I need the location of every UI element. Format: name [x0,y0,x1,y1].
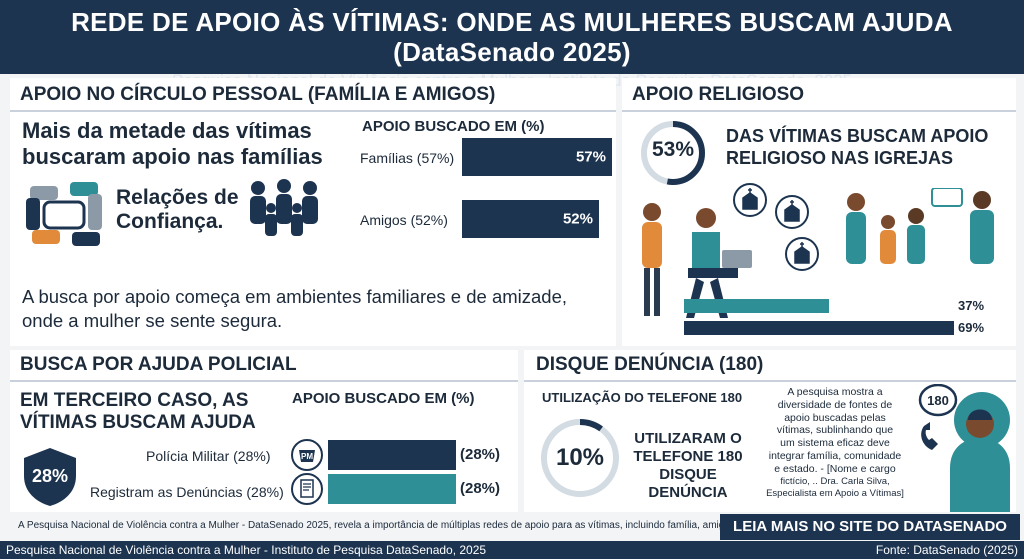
military-police-bar [328,440,456,470]
personal-chart-title: APOIO BUSCADO EM (%) [362,118,545,135]
phone-call-illustration [918,384,1010,512]
religious-panel: APOIO RELIGIOSO 53% DAS VÍTIMAS BUSCAM A… [622,78,1016,346]
hotline-body-line: e estado. - [Nome e cargo [774,462,896,475]
church-icon [785,237,819,271]
personal-circle-title: APOIO NO CÍRCULO PESSOAL (FAMÍLIA E AMIG… [20,84,496,105]
hotline-headline-line-4: DENÚNCIA [648,484,728,501]
personal-body-line-1: A busca por apoio começa em ambientes fa… [22,286,568,307]
police-headline-line-1: EM TERCEIRO CASO, AS [20,390,249,411]
family-bar: 57% [462,138,612,176]
religious-bar-2-value: 69% [958,320,985,335]
hotline-body-line: A pesquisa mostra a [787,386,883,398]
divider [622,110,1016,112]
hotline-headline-line-3: DISQUE [659,466,717,483]
hotline-body-line: diversidade de fontes de [777,398,893,411]
personal-circle-panel: APOIO NO CÍRCULO PESSOAL (FAMÍLIA E AMIG… [10,78,616,346]
phone-number-label: 180 [927,393,949,408]
clasped-hands-icon [26,182,102,246]
hotline-headline-line-2: TELEFONE 180 [633,448,743,465]
footer-note: A Pesquisa Nacional de Violência contra … [18,520,822,531]
friends-bar-label: Amigos (52%) [360,212,448,228]
pm-icon-text: PM [301,452,313,461]
trust-label-line-2: Confiança. [116,210,224,233]
hotline-headline-line-1: UTILIZARAM O [634,430,742,447]
hotline-body-line: um sistema eficaz deve [780,437,890,450]
religious-bar-1 [684,299,829,313]
divider [524,380,1016,382]
women-illustration [642,203,752,318]
family-bar-label: Famílias (57%) [360,150,455,166]
trust-label-line-1: Relações de [116,186,239,209]
hotline-body-line: Especialista em Apoio a Vítimas] [766,488,904,500]
hotline-ring [541,419,619,497]
police-cap-icon: PM [291,439,323,471]
police-panel: BUSCA POR AJUDA POLICIAL EM TERCEIRO CAS… [10,350,518,512]
personal-body-line-2: onde a mulher se sente segura. [22,310,283,331]
hotline-panel: DISQUE DENÚNCIA (180) UTILIZAÇÃO DO TELE… [524,350,1016,512]
military-police-value: (28%) [460,446,501,463]
personal-headline-line-1: Mais da metade das vítimas [22,118,312,143]
military-police-label: Polícia Militar (28%) [146,448,271,464]
religious-bar-1-value: 37% [958,298,985,313]
read-more-link[interactable]: LEIA MAIS NO SITE DO DATASENADO [720,514,1020,540]
religious-headline-line-2: RELIGIOSO NAS IGREJAS [726,148,954,168]
hotline-title: DISQUE DENÚNCIA (180) [536,354,764,375]
church-icon [733,183,767,217]
hotline-body: A pesquisa mostra a diversidade de fonte… [760,386,910,501]
hotline-body-line: apoio buscadas pelas [784,411,886,424]
divider [10,110,616,112]
religious-bar-2 [684,321,954,335]
complaints-label: Registram as Denúncias (28%) [90,484,284,500]
police-badge-icon [24,448,76,506]
police-title: BUSCA POR AJUDA POLICIAL [20,354,297,375]
personal-headline-line-2: buscaram apoio nas famílias [22,144,323,169]
family-illustration [846,188,994,264]
bottom-bar: Pesquisa Nacional de Violência contra a … [0,541,1024,559]
document-icon [291,473,323,505]
complaints-value: (28%) [460,480,501,497]
hotline-body-line: integrar família, comunidade [768,449,902,462]
friends-bar-value: 52% [562,210,593,228]
hotline-body-line: fictício, .. Dra. Carla Silva, [780,475,890,487]
church-icon [775,195,809,229]
religious-headline-line-1: DAS VÍTIMAS BUSCAM APOIO [726,126,989,146]
header: REDE DE APOIO ÀS VÍTIMAS: ONDE AS MULHER… [0,0,1024,90]
religious-ring-value: 53% [651,138,695,161]
police-headline-line-2: VÍTIMAS BUSCAM AJUDA [20,412,256,433]
bottom-source-left: Pesquisa Nacional de Violência contra a … [6,543,487,557]
hotline-usage-title: UTILIZAÇÃO DO TELEFONE 180 [542,390,743,405]
complaints-bar [328,474,456,504]
family-bar-value: 57% [575,148,606,166]
police-chart-title: APOIO BUSCADO EM (%) [292,390,475,407]
friends-bar: 52% [462,200,599,238]
hotline-ring-value: 10% [555,444,605,471]
page-title: REDE DE APOIO ÀS VÍTIMAS: ONDE AS MULHER… [71,7,953,67]
family-group-icon [250,179,318,236]
hotline-body-line: vítimas, sublinhando que [776,424,894,437]
bottom-source-right: Fonte: DataSenado (2025) [875,543,1018,557]
divider [10,380,518,382]
religious-title: APOIO RELIGIOSO [632,84,805,105]
religious-ring [641,121,705,185]
police-badge-value: 28% [31,466,69,486]
